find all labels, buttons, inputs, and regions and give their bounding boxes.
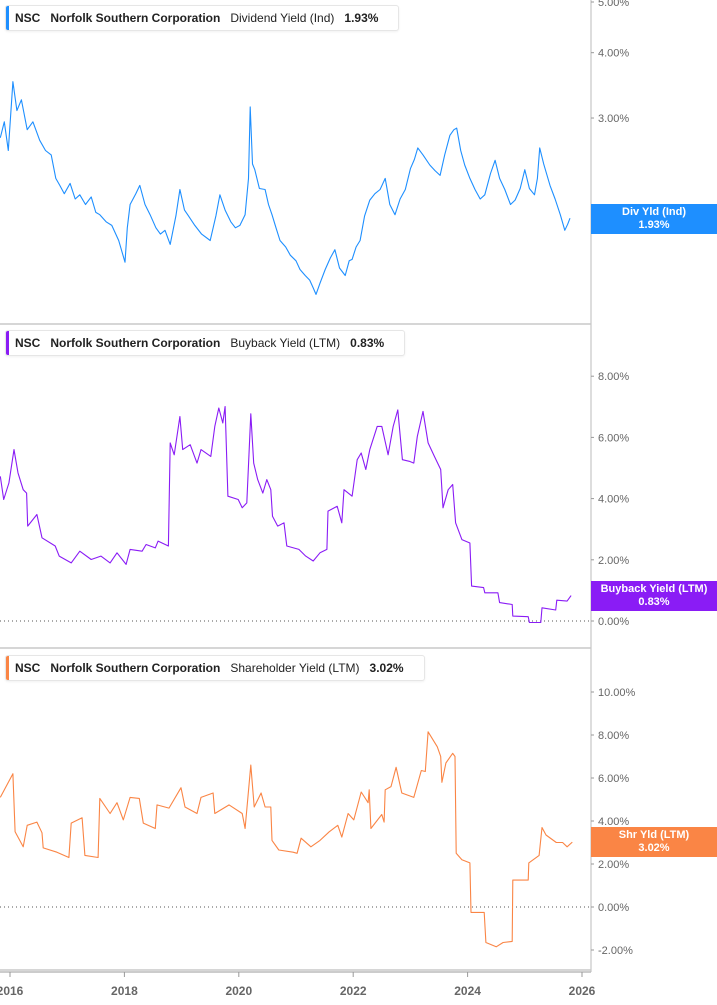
flag-label: Shr Yld (LTM) [618,829,690,841]
legend-shareholder-yield: NSC Norfolk Southern Corporation Shareho… [5,655,425,681]
series-line-1 [0,405,572,624]
legend-value: 3.02% [369,661,404,675]
y-tick-label: 4.00% [598,48,629,60]
legend-value: 1.93% [344,11,379,25]
legend-value: 0.83% [350,336,385,350]
flag-value: 1.93% [638,219,670,231]
legend-ticker: NSC [15,11,41,25]
legend-company: Norfolk Southern Corporation [50,661,221,675]
legend-company: Norfolk Southern Corporation [50,336,221,350]
y-tick-label: 0.00% [598,616,629,628]
legend-ticker: NSC [15,661,41,675]
legend-metric: Dividend Yield (Ind) [230,11,335,25]
x-tick-label: 2026 [569,984,596,998]
flag-label: Div Yld (Ind) [622,206,686,218]
tick-labels: 5.00% 4.00% 3.00% 2.00% 8.00% 6.00% 4.00% 2.00%… [0,0,636,998]
y-tick-label: 0.00% [598,902,629,914]
legend-buyback-yield: NSC Norfolk Southern Corporation Buyback… [5,330,406,356]
y-tick-label: 5.00% [598,0,629,9]
series-line-2 [0,731,573,948]
y-tick-label: 2.00% [598,555,629,567]
x-tick-label: 2020 [225,984,252,998]
legend-metric: Shareholder Yield (LTM) [230,661,360,675]
flag-label: Buyback Yield (LTM) [600,583,708,595]
y-tick-label: 8.00% [598,730,629,742]
legend-color-bar [6,656,9,680]
x-tick-label: 2024 [454,984,481,998]
x-tick-label: 2022 [340,984,367,998]
legend-color-bar [6,6,9,30]
x-tick-label: 2018 [111,984,138,998]
y-tick-label: 3.00% [598,113,629,125]
axes [0,0,594,977]
legend-dividend-yield: NSC Norfolk Southern Corporation Dividen… [5,5,400,31]
last-value-flag-buyback: Buyback Yield (LTM) 0.83% [591,581,717,611]
y-tick-label: 4.00% [598,494,629,506]
y-tick-label: 6.00% [598,773,629,785]
last-value-flag-dividend: Div Yld (Ind) 1.93% [591,204,717,234]
flag-value: 0.83% [638,596,670,608]
legend-metric: Buyback Yield (LTM) [230,336,341,350]
y-tick-label: 10.00% [598,687,636,699]
y-tick-label: 6.00% [598,432,629,444]
last-value-flag-shareholder: Shr Yld (LTM) 3.02% [591,827,717,857]
flag-value: 3.02% [638,842,670,854]
legend-color-bar [6,331,9,355]
series-line-0 [0,81,571,295]
y-tick-label: 2.00% [598,859,629,871]
y-tick-label: -2.00% [598,945,633,957]
legend-ticker: NSC [15,336,41,350]
series-lines [0,81,573,948]
y-tick-label: 8.00% [598,371,629,383]
x-tick-label: 2016 [0,984,24,998]
y-tick-label: 4.00% [598,816,629,828]
legend-company: Norfolk Southern Corporation [50,11,221,25]
